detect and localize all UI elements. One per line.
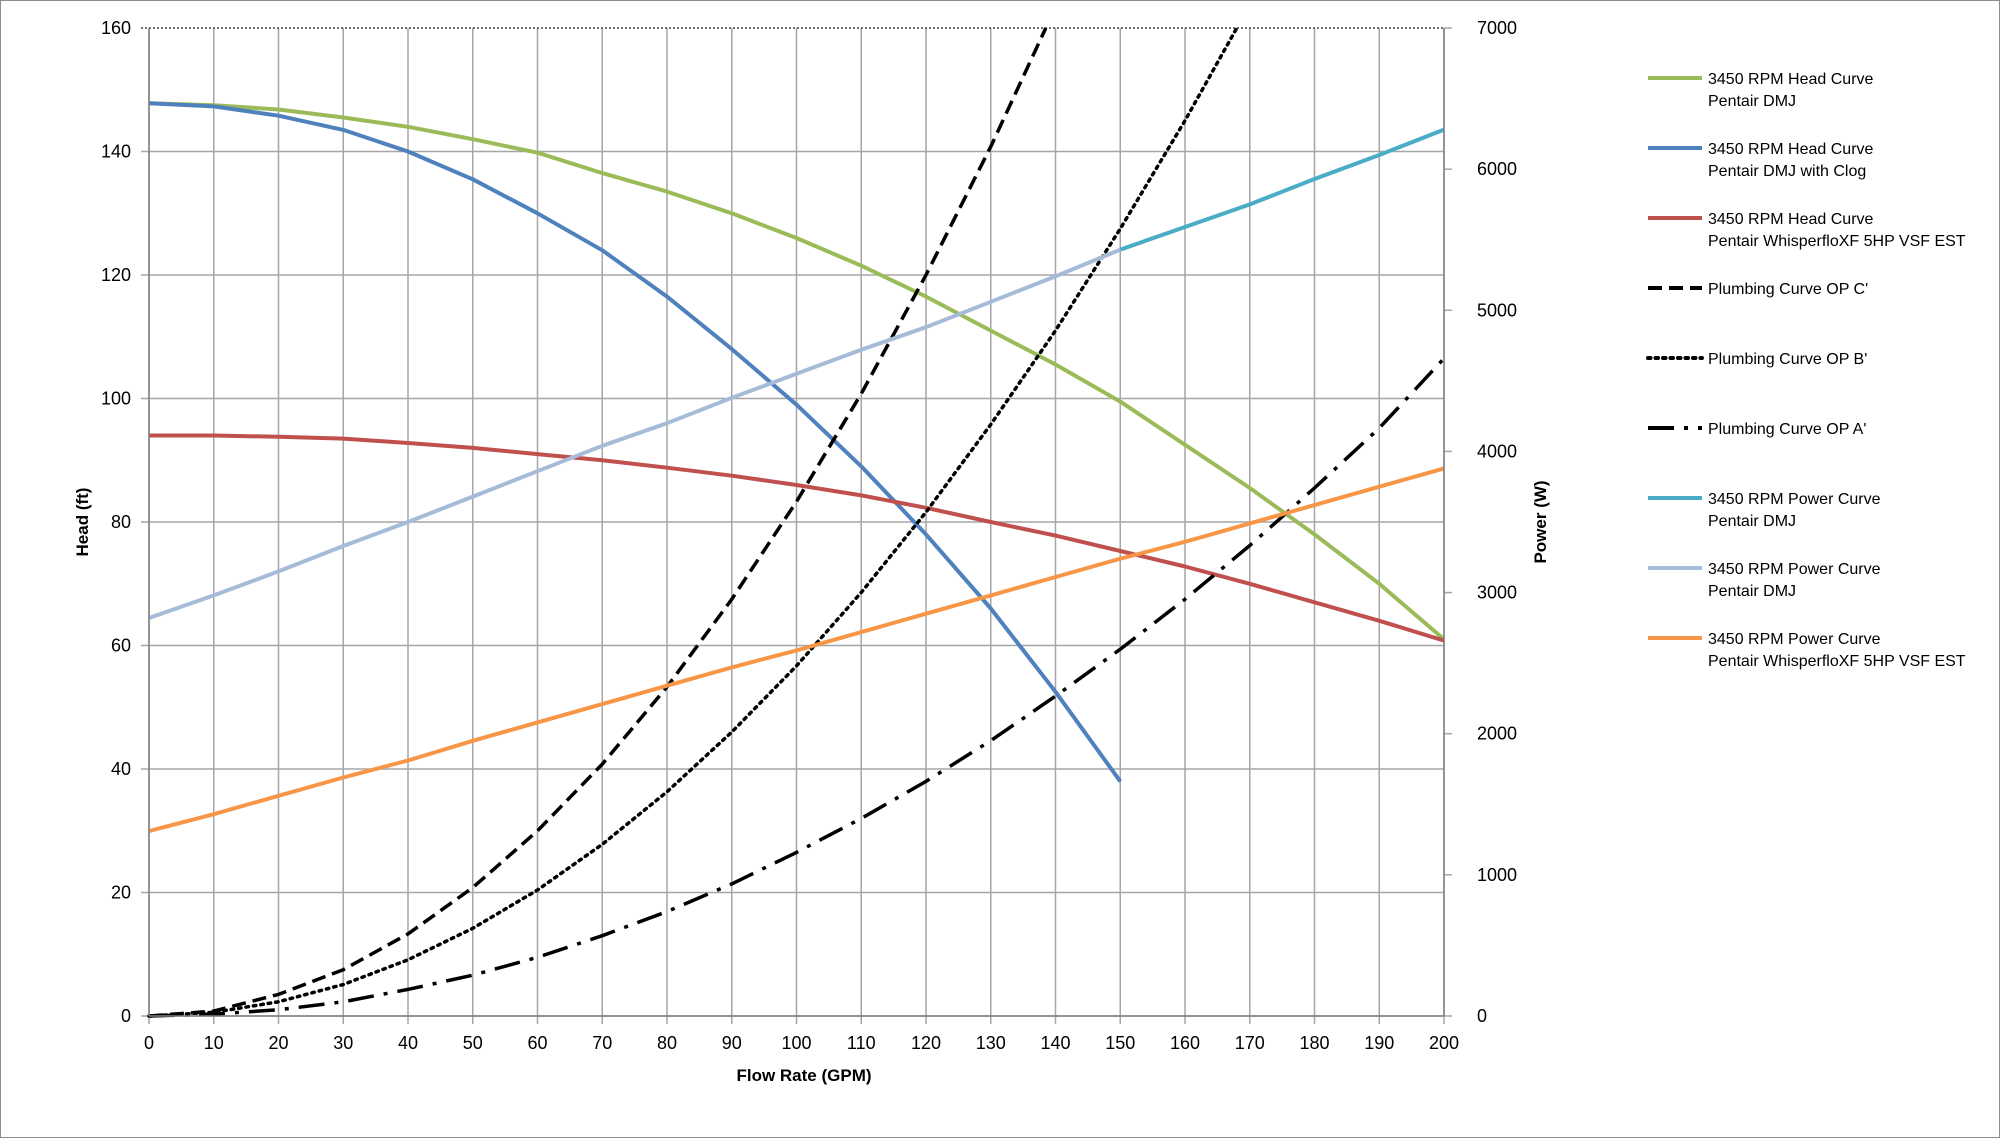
y2-tick-label: 5000 <box>1477 300 1517 320</box>
x-tick-label: 0 <box>144 1033 154 1053</box>
y2-tick-label: 6000 <box>1477 159 1517 179</box>
x-tick-label: 190 <box>1364 1033 1394 1053</box>
series-line-5 <box>148 357 1446 1018</box>
x-tick-label: 200 <box>1429 1033 1459 1053</box>
x-tick-label: 80 <box>657 1033 677 1053</box>
x-tick-label: 140 <box>1040 1033 1070 1053</box>
legend-entry-1: 3450 RPM Head Curve Pentair DMJ with Clog <box>1708 141 1874 180</box>
tick-labels: 0 10 20 30 40 50 60 70 80 90 100 110 120 130 140 150 160… <box>101 18 1517 1053</box>
series-line-7 <box>148 247 1122 620</box>
x-tick-label: 70 <box>592 1033 612 1053</box>
y-tick-label: 20 <box>111 883 131 903</box>
x-tick-label: 100 <box>781 1033 811 1053</box>
series-line-0 <box>148 101 1446 641</box>
y-tick-label: 40 <box>111 759 131 779</box>
x-tick-label: 120 <box>911 1033 941 1053</box>
legend-entry-8: 3450 RPM Power Curve Pentair WhisperfloXF… <box>1708 631 1966 670</box>
x-tick-label: 50 <box>463 1033 483 1053</box>
y-tick-label: 0 <box>121 1006 131 1026</box>
y-tick-label: 100 <box>101 389 131 409</box>
x-tick-label: 60 <box>527 1033 547 1053</box>
y2-axis-title: Power (W) <box>1531 480 1550 563</box>
y-tick-label: 160 <box>101 18 131 38</box>
y2-tick-label: 4000 <box>1477 441 1517 461</box>
series-line-4 <box>147 26 1239 1018</box>
x-tick-label: 40 <box>398 1033 418 1053</box>
legend-entry-5: Plumbing Curve OP A' <box>1708 421 1866 438</box>
series-line-8 <box>148 466 1445 834</box>
y-tick-label: 120 <box>101 265 131 285</box>
y-axis-title: Head (ft) <box>73 488 92 557</box>
x-tick-label: 90 <box>722 1033 742 1053</box>
y2-tick-label: 1000 <box>1477 865 1517 885</box>
x-tick-label: 130 <box>976 1033 1006 1053</box>
legend: 3450 RPM Head Curve Pentair DMJ 3450 RPM H… <box>1646 71 1966 670</box>
x-tick-label: 170 <box>1235 1033 1265 1053</box>
legend-entry-0: 3450 RPM Head Curve Pentair DMJ <box>1708 71 1874 110</box>
x-axis-title: Flow Rate (GPM) <box>736 1066 871 1085</box>
y2-tick-label: 2000 <box>1477 724 1517 744</box>
y-tick-label: 80 <box>111 512 131 532</box>
series-layer <box>147 26 1446 1018</box>
y-tick-label: 140 <box>101 142 131 162</box>
legend-entry-7: 3450 RPM Power Curve Pentair DMJ <box>1708 561 1881 600</box>
x-tick-label: 180 <box>1299 1033 1329 1053</box>
series-line-1 <box>148 101 1122 783</box>
legend-entry-4: Plumbing Curve OP B' <box>1708 351 1867 368</box>
legend-entry-6: 3450 RPM Power Curve Pentair DMJ <box>1708 491 1881 530</box>
x-tick-label: 110 <box>847 1033 876 1053</box>
legend-entry-3: Plumbing Curve OP C' <box>1708 281 1868 298</box>
series-line-3 <box>148 27 1048 1018</box>
y-tick-label: 60 <box>111 636 131 656</box>
x-tick-label: 150 <box>1105 1033 1135 1053</box>
x-tick-label: 30 <box>333 1033 353 1053</box>
x-tick-label: 10 <box>204 1033 224 1053</box>
series-line-2 <box>149 433 1445 643</box>
y2-tick-label: 7000 <box>1477 18 1517 38</box>
axes <box>148 27 1452 1017</box>
legend-entry-2: 3450 RPM Head Curve Pentair WhisperfloXF … <box>1708 211 1966 250</box>
y2-tick-label: 0 <box>1477 1006 1487 1026</box>
y2-tick-label: 3000 <box>1477 583 1517 603</box>
x-tick-label: 160 <box>1170 1033 1200 1053</box>
series-line-6 <box>1119 127 1445 252</box>
x-tick-label: 20 <box>268 1033 288 1053</box>
